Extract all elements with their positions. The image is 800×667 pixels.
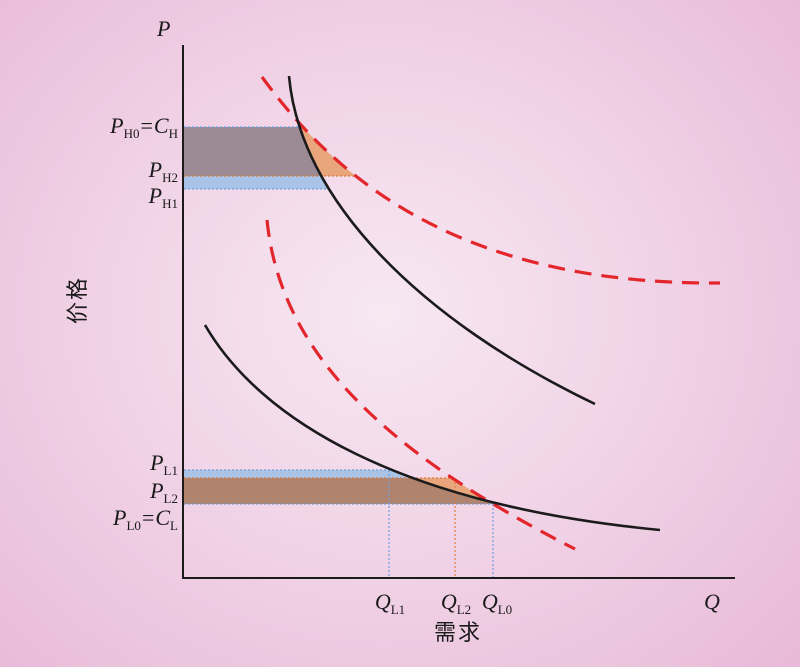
price-symbol: P	[148, 157, 163, 182]
low-blue-strip	[184, 470, 660, 478]
price-label-p-l1: PL1	[150, 450, 178, 484]
quantity-symbol: Q	[374, 589, 391, 614]
x-axis-title: 需求	[433, 620, 483, 645]
price-label-p-h0: PH0=CH	[110, 113, 178, 147]
quantity-symbol: Q	[440, 589, 457, 614]
high-dashed-curve	[260, 76, 721, 285]
quantity-label-q-l1: QL1	[375, 589, 405, 623]
x-axis-symbol-text: Q	[704, 589, 720, 614]
high-demand-curve	[287, 75, 596, 406]
y-axis-symbol-text: P	[157, 16, 171, 41]
price-label-p-h1: PH1	[149, 183, 178, 217]
price-subscript: L2	[163, 491, 178, 506]
price-symbol: P	[113, 505, 127, 530]
equals-sign: =	[140, 113, 153, 138]
price-symbol: P	[110, 113, 124, 138]
quantity-subscript: L0	[497, 602, 513, 617]
price-label-p-h2: PH2	[149, 157, 178, 191]
quantity-subscript: L1	[390, 602, 406, 617]
cost-symbol: C	[155, 505, 171, 530]
price-subscript: L0	[126, 518, 141, 533]
high-blue-strip	[184, 176, 595, 189]
low-dashed-curve	[265, 219, 576, 551]
price-subscript: L1	[163, 463, 178, 478]
y-axis-title: 价格	[65, 275, 90, 325]
low-demand-curve	[203, 324, 661, 532]
equals-sign: =	[141, 505, 155, 530]
cost-subscript: L	[170, 518, 178, 533]
y-axis-symbol: P	[157, 16, 170, 42]
price-symbol: P	[150, 478, 164, 503]
price-subscript: H0	[123, 126, 140, 141]
quantity-label-q-l2: QL2	[441, 589, 471, 623]
cost-symbol: C	[153, 113, 169, 138]
quantity-label-q-l0: QL0	[482, 589, 512, 623]
price-label-p-l2: PL2	[150, 478, 178, 512]
high-gray-area	[184, 127, 595, 176]
x-axis-symbol: Q	[704, 589, 720, 615]
price-subscript: H2	[162, 170, 178, 185]
price-subscript: H1	[162, 196, 178, 211]
quantity-symbol: Q	[481, 589, 498, 614]
price-symbol: P	[148, 183, 163, 208]
cost-subscript: H	[168, 126, 178, 141]
price-label-p-l0: PL0=CL	[113, 505, 178, 539]
price-symbol: P	[150, 450, 164, 475]
quantity-subscript: L2	[456, 602, 472, 617]
